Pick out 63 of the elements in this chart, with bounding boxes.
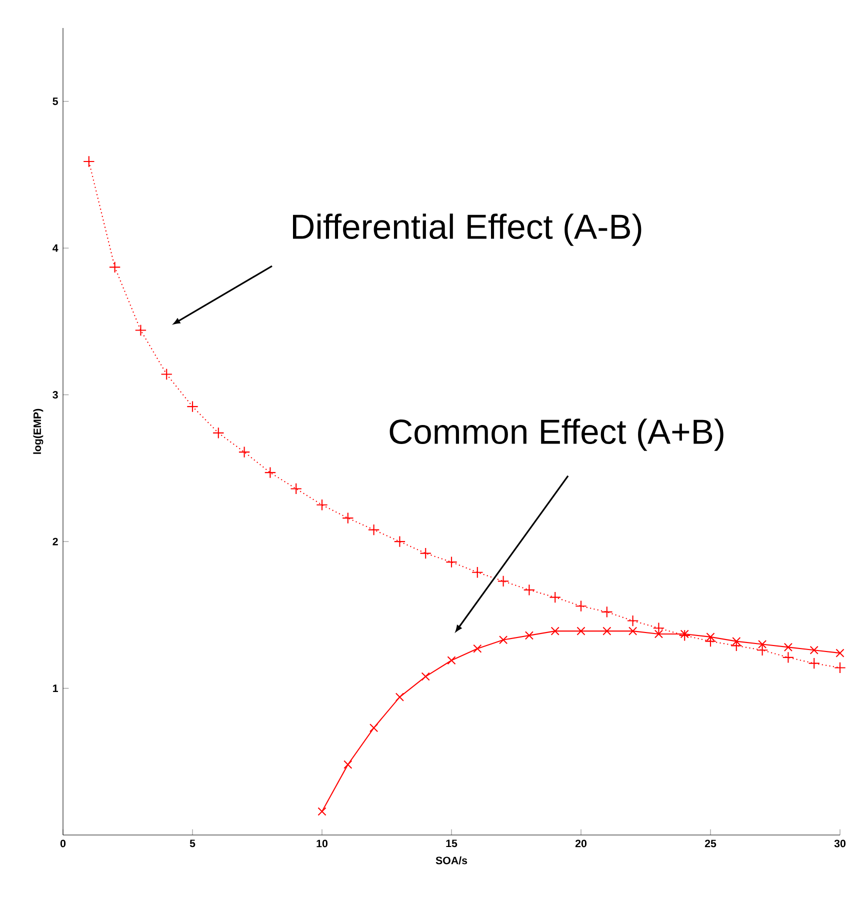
point — [628, 626, 638, 636]
point — [523, 584, 536, 596]
point — [473, 644, 482, 653]
point — [212, 427, 224, 439]
y-tick-label: 2 — [52, 538, 58, 546]
point — [730, 640, 742, 652]
point — [108, 261, 121, 274]
point — [342, 512, 354, 524]
point — [316, 498, 328, 511]
y-tick-label: 4 — [52, 244, 58, 252]
x-tick-label: 5 — [190, 840, 196, 848]
point — [290, 482, 302, 495]
point — [602, 626, 612, 636]
point — [160, 368, 172, 380]
x-tick-label: 10 — [316, 840, 328, 848]
x-tick-label: 0 — [60, 840, 66, 848]
annotation: Differential Effect (A-B) — [293, 214, 642, 246]
y-tick-label: 1 — [53, 684, 58, 692]
point — [344, 760, 352, 769]
point — [395, 692, 404, 702]
point — [238, 446, 250, 458]
point — [446, 556, 458, 568]
point — [498, 636, 508, 644]
x-tick-label: 20 — [575, 840, 586, 848]
point — [704, 635, 716, 648]
point — [447, 656, 456, 665]
point — [575, 600, 587, 612]
point — [318, 807, 326, 816]
point — [550, 626, 560, 636]
x-tick-label: 30 — [834, 840, 846, 848]
point — [836, 648, 844, 658]
y-tick-label: 3 — [52, 391, 58, 399]
point — [368, 524, 380, 536]
point — [497, 575, 510, 588]
point — [83, 156, 95, 168]
point — [549, 591, 561, 604]
point — [186, 400, 198, 412]
point — [652, 622, 665, 634]
point — [626, 614, 639, 627]
point — [678, 630, 690, 642]
point — [834, 662, 846, 674]
point — [134, 324, 147, 336]
point — [420, 547, 432, 560]
point — [421, 672, 430, 681]
x-tick-label: 15 — [446, 840, 458, 848]
point — [576, 626, 586, 636]
point — [369, 724, 378, 732]
point — [808, 657, 820, 670]
point — [680, 630, 689, 638]
point — [524, 631, 534, 640]
point — [264, 466, 276, 478]
y-tick-label: 5 — [52, 98, 58, 106]
point — [394, 536, 406, 548]
point — [601, 606, 613, 618]
y-axis-title: log(EMP) — [33, 408, 44, 454]
annotation: Common Effect (A+B) — [390, 418, 724, 451]
point — [810, 646, 818, 654]
point — [782, 652, 794, 664]
point — [784, 642, 793, 652]
point — [654, 630, 664, 638]
x-axis-title: SOA/s — [436, 856, 468, 864]
x-tick-label: 25 — [704, 840, 716, 848]
point — [472, 566, 484, 578]
